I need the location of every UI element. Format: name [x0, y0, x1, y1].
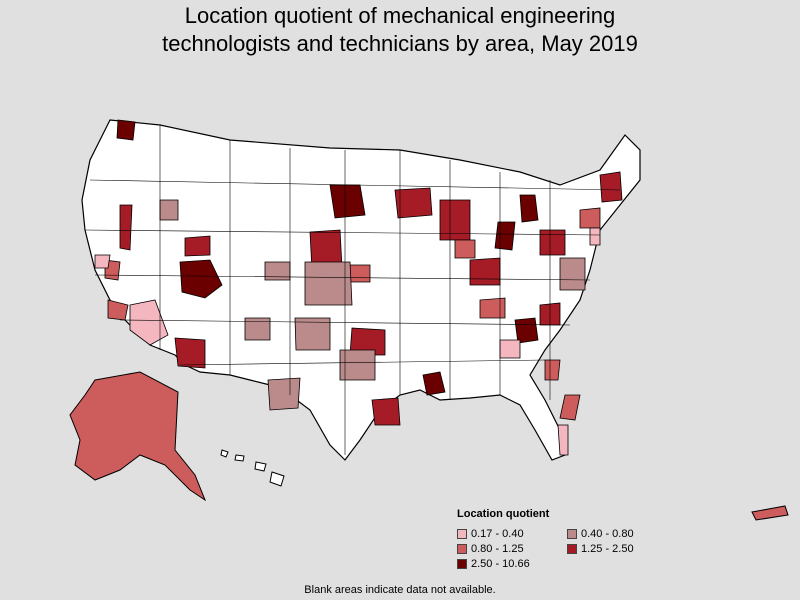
legend-item: 2.50 - 10.66	[457, 558, 530, 570]
area-lq-mid	[479, 297, 506, 319]
area-lq-highest	[494, 221, 516, 251]
area-lq-low	[264, 261, 291, 281]
legend-item: 0.17 - 0.40	[457, 528, 524, 540]
area-boundaries	[84, 125, 621, 455]
area-lq-low	[304, 261, 353, 306]
area-lq-high	[599, 171, 623, 203]
area-lq-lowest	[129, 299, 169, 346]
area-lq-mid	[544, 359, 561, 381]
area-lq-low	[244, 317, 271, 341]
legend-swatch	[457, 559, 467, 569]
legend-swatch	[457, 529, 467, 539]
area-lq-highest	[519, 194, 539, 223]
area-lq-highest	[422, 371, 446, 396]
area-lq-high	[119, 204, 133, 251]
area-lq-high	[371, 397, 401, 426]
area-lq-highest	[116, 119, 136, 141]
title-line-1: Location quotient of mechanical engineer…	[184, 3, 616, 28]
map-title: Location quotient of mechanical engineer…	[0, 2, 800, 58]
legend-item: 0.80 - 1.25	[457, 543, 524, 555]
area-lq-high	[539, 229, 566, 256]
legend-item: 0.40 - 0.80	[567, 528, 634, 540]
legend-swatch	[567, 544, 577, 554]
area-lq-low	[267, 377, 301, 411]
area-lq-highest	[514, 317, 539, 344]
area-lq-mid	[349, 264, 371, 283]
area-lq-high	[184, 235, 211, 257]
area-lq-highest	[179, 259, 223, 299]
legend-title: Location quotient	[457, 508, 550, 520]
legend-label: 2.50 - 10.66	[471, 558, 530, 570]
alaska-outline	[69, 371, 207, 502]
area-lq-lowest	[94, 254, 111, 269]
area-lq-lowest	[499, 339, 521, 359]
legend-label: 1.25 - 2.50	[581, 543, 634, 555]
area-lq-low	[339, 349, 376, 381]
area-lq-low	[294, 317, 331, 351]
legend-swatch	[457, 544, 467, 554]
puerto-rico	[751, 505, 789, 521]
footnote: Blank areas indicate data not available.	[304, 584, 496, 596]
area-lq-high	[469, 257, 501, 286]
area-lq-high	[439, 199, 471, 241]
area-lq-mid	[579, 207, 601, 229]
area-lq-high	[349, 327, 386, 356]
map-legend: Location quotient 0.17 - 0.40 0.40 - 0.8…	[457, 508, 697, 578]
area-lq-mid	[559, 394, 581, 421]
legend-label: 0.17 - 0.40	[471, 528, 524, 540]
legend-swatch	[567, 529, 577, 539]
area-lq-lowest	[589, 227, 601, 246]
area-lq-low	[559, 257, 586, 291]
area-lq-mid	[454, 239, 476, 259]
legend-label: 0.80 - 1.25	[471, 543, 524, 555]
area-lq-high	[174, 337, 206, 369]
legend-item: 1.25 - 2.50	[567, 543, 634, 555]
title-line-2: technologists and technicians by area, M…	[162, 31, 638, 56]
area-lq-high	[394, 187, 433, 219]
area-lq-highest	[329, 184, 366, 219]
area-lq-lowest	[557, 424, 569, 456]
area-lq-low	[159, 199, 179, 221]
hawaii-islands	[220, 449, 285, 487]
legend-label: 0.40 - 0.80	[581, 528, 634, 540]
